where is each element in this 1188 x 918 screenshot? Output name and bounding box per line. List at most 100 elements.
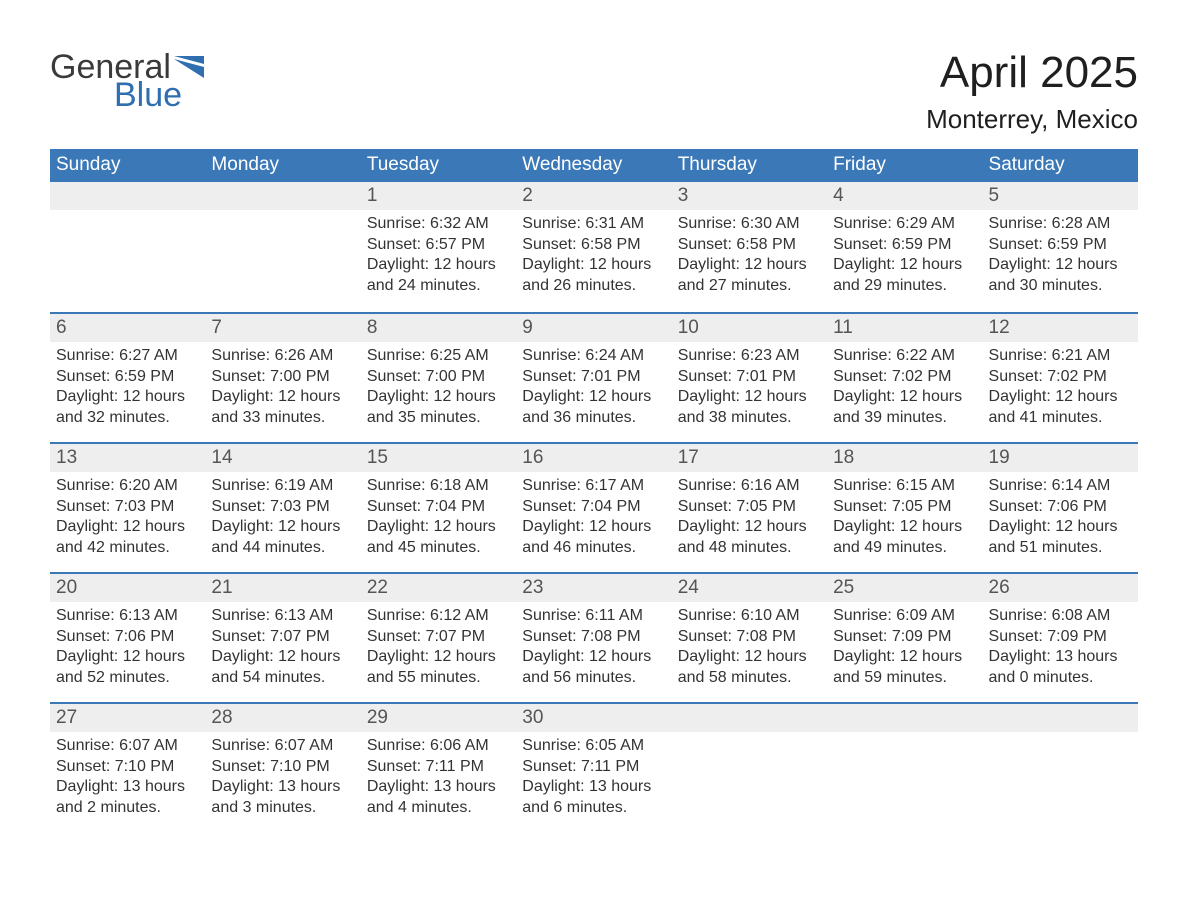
sunset-line: Sunset: 7:05 PM (833, 497, 976, 517)
sunset-line: Sunset: 7:06 PM (989, 497, 1132, 517)
daylight-line: Daylight: 12 hours and 59 minutes. (833, 647, 976, 688)
sunrise-line: Sunrise: 6:21 AM (989, 346, 1132, 366)
day-number: 5 (989, 185, 1000, 206)
sunset-line: Sunset: 7:09 PM (989, 627, 1132, 647)
day-number-bar: 25 (827, 574, 982, 602)
day-number-bar: 5 (983, 182, 1138, 210)
header: General Blue April 2025 Monterrey, Mexic… (50, 50, 1138, 135)
daylight-line: Daylight: 12 hours and 55 minutes. (367, 647, 510, 688)
day-number-bar: 7 (205, 314, 360, 342)
sunset-line: Sunset: 7:00 PM (367, 367, 510, 387)
sunset-line: Sunset: 7:04 PM (367, 497, 510, 517)
day-number: 25 (833, 577, 854, 598)
sunset-line: Sunset: 7:04 PM (522, 497, 665, 517)
day-details: Sunrise: 6:10 AMSunset: 7:08 PMDaylight:… (672, 606, 823, 688)
day-number-bar (983, 704, 1138, 732)
calendar-day-empty (827, 704, 982, 832)
daylight-line: Daylight: 12 hours and 52 minutes. (56, 647, 199, 688)
calendar-day: 20Sunrise: 6:13 AMSunset: 7:06 PMDayligh… (50, 574, 205, 702)
daylight-line: Daylight: 13 hours and 2 minutes. (56, 777, 199, 818)
sunset-line: Sunset: 7:11 PM (367, 757, 510, 777)
sunset-line: Sunset: 7:02 PM (833, 367, 976, 387)
day-number: 17 (678, 447, 699, 468)
day-number: 13 (56, 447, 77, 468)
calendar-week: 20Sunrise: 6:13 AMSunset: 7:06 PMDayligh… (50, 572, 1138, 702)
day-details: Sunrise: 6:16 AMSunset: 7:05 PMDaylight:… (672, 476, 823, 558)
brand-flag-icon (174, 56, 204, 78)
daylight-line: Daylight: 12 hours and 32 minutes. (56, 387, 199, 428)
day-details: Sunrise: 6:29 AMSunset: 6:59 PMDaylight:… (827, 214, 978, 296)
sunset-line: Sunset: 7:07 PM (211, 627, 354, 647)
sunrise-line: Sunrise: 6:12 AM (367, 606, 510, 626)
calendar-page: General Blue April 2025 Monterrey, Mexic… (0, 0, 1188, 862)
daylight-line: Daylight: 13 hours and 4 minutes. (367, 777, 510, 818)
sunrise-line: Sunrise: 6:30 AM (678, 214, 821, 234)
day-number: 19 (989, 447, 1010, 468)
day-number-bar: 2 (516, 182, 671, 210)
weekday-header: Monday (205, 149, 360, 182)
brand-logo: General Blue (50, 50, 204, 112)
day-number: 16 (522, 447, 543, 468)
day-number-bar (672, 704, 827, 732)
day-number-bar: 17 (672, 444, 827, 472)
day-details: Sunrise: 6:30 AMSunset: 6:58 PMDaylight:… (672, 214, 823, 296)
weekday-header: Sunday (50, 149, 205, 182)
day-number: 4 (833, 185, 844, 206)
weekday-header: Friday (827, 149, 982, 182)
calendar-day-empty (50, 182, 205, 312)
daylight-line: Daylight: 12 hours and 36 minutes. (522, 387, 665, 428)
sunrise-line: Sunrise: 6:22 AM (833, 346, 976, 366)
month-title: April 2025 (926, 50, 1138, 96)
sunset-line: Sunset: 7:10 PM (211, 757, 354, 777)
sunrise-line: Sunrise: 6:05 AM (522, 736, 665, 756)
day-number-bar: 4 (827, 182, 982, 210)
weekday-header: Wednesday (516, 149, 671, 182)
sunrise-line: Sunrise: 6:31 AM (522, 214, 665, 234)
day-number-bar: 11 (827, 314, 982, 342)
title-block: April 2025 Monterrey, Mexico (926, 50, 1138, 135)
calendar-week: 6Sunrise: 6:27 AMSunset: 6:59 PMDaylight… (50, 312, 1138, 442)
sunset-line: Sunset: 6:58 PM (522, 235, 665, 255)
sunrise-line: Sunrise: 6:11 AM (522, 606, 665, 626)
calendar-week: 27Sunrise: 6:07 AMSunset: 7:10 PMDayligh… (50, 702, 1138, 832)
sunrise-line: Sunrise: 6:13 AM (56, 606, 199, 626)
sunset-line: Sunset: 7:01 PM (678, 367, 821, 387)
day-number-bar (50, 182, 205, 210)
daylight-line: Daylight: 12 hours and 54 minutes. (211, 647, 354, 688)
day-number-bar: 22 (361, 574, 516, 602)
sunrise-line: Sunrise: 6:18 AM (367, 476, 510, 496)
daylight-line: Daylight: 12 hours and 41 minutes. (989, 387, 1132, 428)
day-number: 18 (833, 447, 854, 468)
calendar-day: 17 Sunrise: 6:16 AMSunset: 7:05 PMDayligh… (672, 444, 827, 572)
day-details: Sunrise: 6:20 AMSunset: 7:03 PMDaylight:… (50, 476, 201, 558)
day-number: 7 (211, 317, 222, 338)
sunrise-line: Sunrise: 6:08 AM (989, 606, 1132, 626)
day-details: Sunrise: 6:32 AMSunset: 6:57 PMDaylight:… (361, 214, 512, 296)
day-number-bar: 9 (516, 314, 671, 342)
day-number-bar (827, 704, 982, 732)
calendar-day: 29Sunrise: 6:06 AMSunset: 7:11 PMDayligh… (361, 704, 516, 832)
day-number: 6 (56, 317, 67, 338)
day-number-bar: 1 (361, 182, 516, 210)
sunset-line: Sunset: 7:07 PM (367, 627, 510, 647)
weekday-header: Saturday (983, 149, 1138, 182)
daylight-line: Daylight: 12 hours and 39 minutes. (833, 387, 976, 428)
daylight-line: Daylight: 12 hours and 35 minutes. (367, 387, 510, 428)
sunrise-line: Sunrise: 6:09 AM (833, 606, 976, 626)
calendar-day-empty (205, 182, 360, 312)
sunrise-line: Sunrise: 6:24 AM (522, 346, 665, 366)
day-number: 28 (211, 707, 232, 728)
day-number: 30 (522, 707, 543, 728)
day-number: 27 (56, 707, 77, 728)
calendar-day: 13 Sunrise: 6:20 AMSunset: 7:03 PMDayligh… (50, 444, 205, 572)
brand-line2: Blue (114, 78, 204, 112)
calendar-day: 28Sunrise: 6:07 AMSunset: 7:10 PMDayligh… (205, 704, 360, 832)
calendar-day: 14Sunrise: 6:19 AMSunset: 7:03 PMDayligh… (205, 444, 360, 572)
calendar-day: 9Sunrise: 6:24 AMSunset: 7:01 PMDaylight… (516, 314, 671, 442)
calendar-day: 10Sunrise: 6:23 AMSunset: 7:01 PMDayligh… (672, 314, 827, 442)
weekday-header-row: SundayMondayTuesdayWednesdayThursdayFrid… (50, 149, 1138, 182)
sunset-line: Sunset: 7:03 PM (56, 497, 199, 517)
daylight-line: Daylight: 12 hours and 49 minutes. (833, 517, 976, 558)
day-number-bar: 27 (50, 704, 205, 732)
day-number: 1 (367, 185, 378, 206)
